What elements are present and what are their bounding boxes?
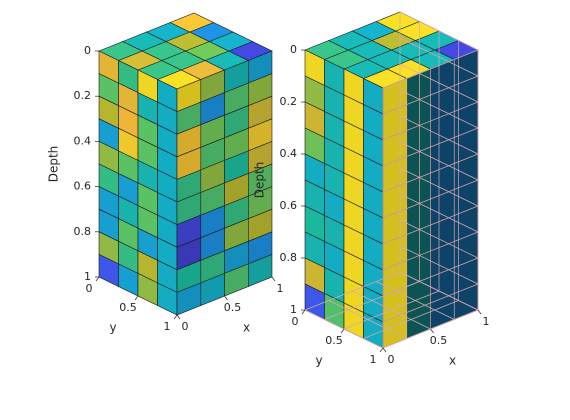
z-tick-label: 0.4 bbox=[280, 147, 298, 160]
wireframe-line bbox=[382, 205, 479, 245]
wireframe-line bbox=[382, 127, 479, 167]
x-tick bbox=[477, 309, 482, 315]
z-axis-label: Depth bbox=[253, 162, 267, 199]
z-tick-label: 0.8 bbox=[280, 251, 298, 264]
wireframe-line bbox=[382, 101, 479, 141]
x-tick-label: 0 bbox=[388, 353, 395, 366]
wireframe-line bbox=[382, 231, 479, 271]
z-tick-label: 0.2 bbox=[280, 95, 298, 108]
voxel-top-face bbox=[169, 12, 215, 33]
wireframe-line bbox=[352, 290, 431, 330]
x-tick bbox=[176, 314, 181, 320]
y-axis-label: y bbox=[315, 354, 322, 368]
empty-grid-wireframe bbox=[304, 11, 479, 349]
wireframe-line bbox=[382, 49, 479, 89]
z-tick-label: 0.4 bbox=[74, 134, 92, 147]
z-tick-label: 1 bbox=[84, 270, 91, 283]
z-tick-label: 0.8 bbox=[74, 225, 92, 238]
voxel-faces bbox=[98, 12, 273, 316]
x-tick-label: 0.5 bbox=[224, 301, 242, 314]
x-tick bbox=[224, 295, 228, 301]
x-tick-label: 1 bbox=[483, 315, 490, 328]
y-tick-label: 1 bbox=[164, 320, 171, 333]
wireframe-line bbox=[399, 271, 479, 311]
y-tick bbox=[134, 295, 139, 301]
x-tick-label: 0 bbox=[182, 320, 189, 333]
y-tick bbox=[340, 328, 345, 334]
y-tick-label: 0.5 bbox=[119, 301, 137, 314]
x-tick bbox=[271, 276, 276, 282]
voxel-plot-solid: 0 0.2 0.4 0.6 0.8 1 Depth 0 0.5 1 y 0 0.5 1 x bbox=[47, 12, 284, 335]
wireframe-line bbox=[382, 153, 479, 193]
x-tick bbox=[430, 328, 434, 334]
wireframe-line bbox=[328, 300, 407, 339]
y-tick-label: 0 bbox=[292, 315, 299, 328]
y-tick-label: 1 bbox=[370, 353, 377, 366]
axes: 0 0.2 0.4 0.6 0.8 1 Depth 0 0.5 1 y 0 0.5 1 x bbox=[47, 44, 284, 335]
wireframe-line bbox=[376, 281, 455, 320]
z-tick-label: 1 bbox=[290, 303, 297, 316]
wireframe-line bbox=[382, 283, 479, 323]
z-tick-label: 0.6 bbox=[280, 199, 298, 212]
y-tick-label: 0 bbox=[86, 282, 93, 295]
wireframe-line bbox=[382, 179, 479, 219]
y-tick bbox=[95, 276, 100, 282]
wireframe-line bbox=[382, 75, 479, 115]
z-tick-label: 0.2 bbox=[74, 89, 92, 102]
z-tick-label: 0 bbox=[84, 44, 91, 57]
x-tick-label: 0.5 bbox=[430, 334, 448, 347]
z-axis-label: Depth bbox=[47, 146, 61, 183]
z-tick-label: 0 bbox=[290, 43, 297, 56]
y-tick bbox=[173, 314, 178, 320]
voxel-plot-cutaway: 0 0.2 0.4 0.6 0.8 1 Depth 0 0.5 1 y 0 0.5 1 x bbox=[253, 11, 490, 368]
y-tick-label: 0.5 bbox=[325, 334, 343, 347]
x-tick-label: 1 bbox=[277, 282, 284, 295]
y-tick bbox=[379, 347, 384, 353]
x-axis-label: x bbox=[243, 321, 250, 335]
voxel-faces bbox=[304, 11, 479, 349]
x-axis-label: x bbox=[449, 354, 456, 368]
x-tick bbox=[382, 347, 387, 353]
y-axis-label: y bbox=[109, 321, 116, 335]
y-tick bbox=[301, 309, 306, 315]
z-tick-label: 0.6 bbox=[74, 180, 92, 193]
axes: 0 0.2 0.4 0.6 0.8 1 Depth 0 0.5 1 y 0 0.5 1 x bbox=[253, 43, 490, 368]
